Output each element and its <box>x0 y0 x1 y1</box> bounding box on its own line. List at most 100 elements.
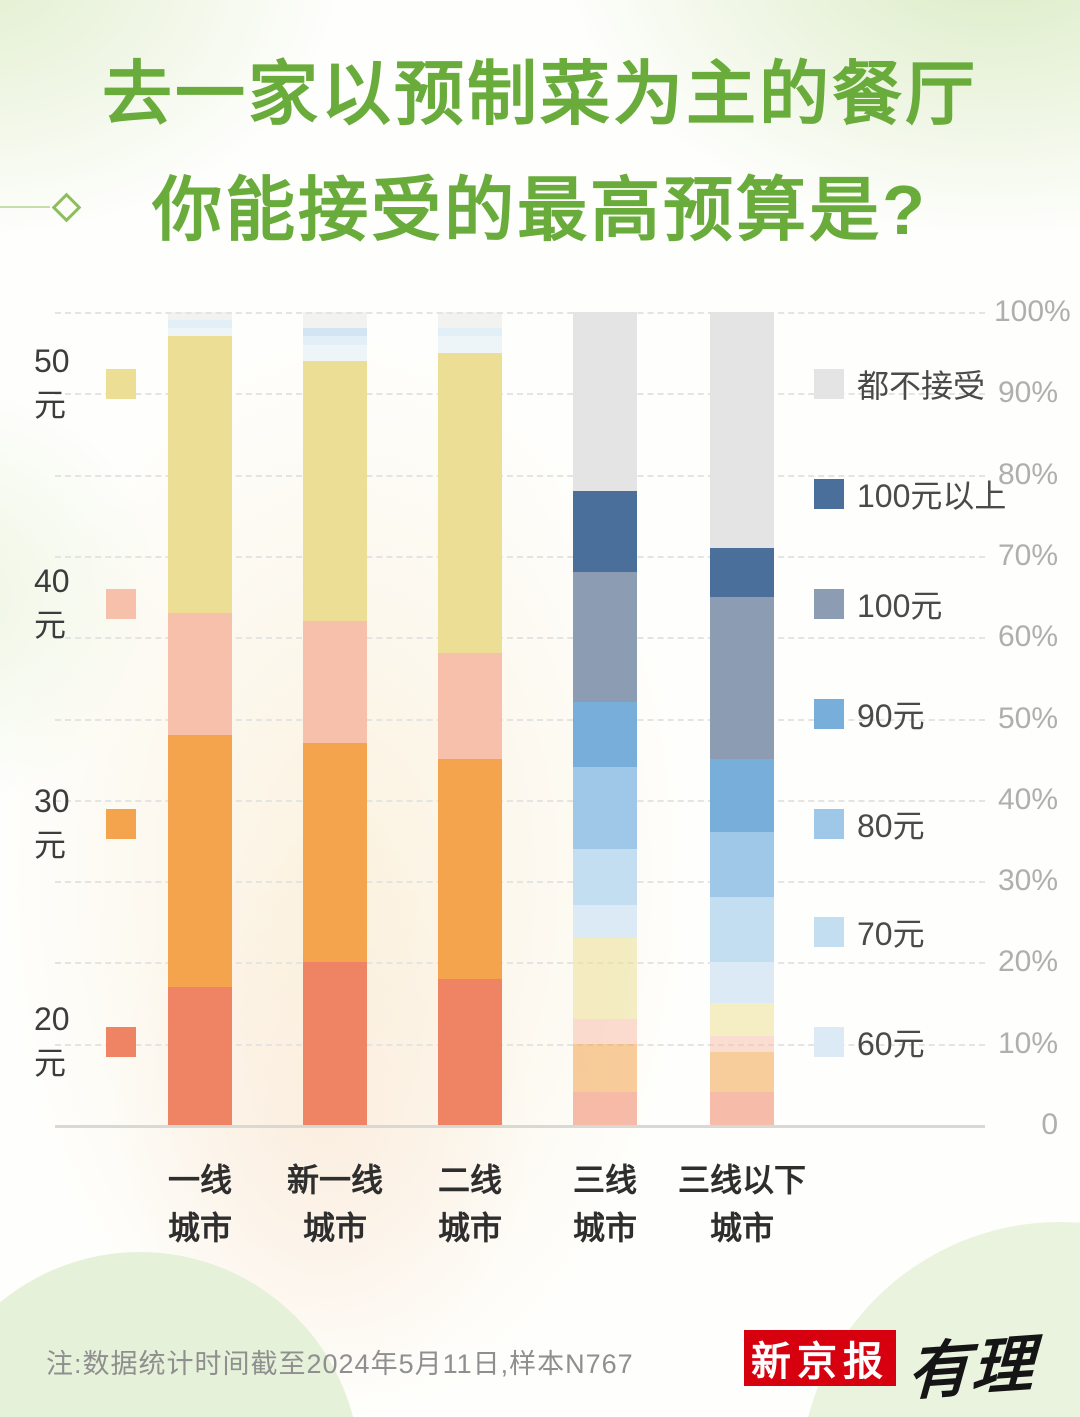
legend-swatch <box>106 809 136 839</box>
grid-line-50 <box>55 718 985 721</box>
y-axis-label: 20% <box>997 945 1058 979</box>
bar-segment <box>438 759 502 979</box>
bar-segment <box>710 1051 774 1093</box>
bar-segment <box>438 978 502 1125</box>
bar-segment <box>573 1043 637 1093</box>
legend-item-left: 40元 <box>34 563 136 643</box>
grid-line-10 <box>55 1043 985 1046</box>
bar-segment <box>710 832 774 898</box>
bar-segment <box>573 312 637 491</box>
legend-label: 60元 <box>857 1026 925 1062</box>
legend-item-right: 都不接受 <box>814 368 985 404</box>
x-axis-label: 三线以下 城市 <box>677 1162 806 1246</box>
bar-segment <box>573 767 637 849</box>
bar-segment <box>168 312 232 321</box>
bar-segment <box>168 320 232 329</box>
bar-segment <box>710 312 774 548</box>
bar-segment <box>303 742 367 963</box>
legend-label: 100元 <box>857 588 943 624</box>
legend-label: 80元 <box>857 808 925 844</box>
title-line-2: 你能接受的最高预算是? <box>152 171 928 249</box>
bar-segment <box>438 312 502 329</box>
bar-segment <box>303 336 367 345</box>
y-axis-label: 100% <box>994 295 1071 328</box>
bar-segment <box>438 653 502 760</box>
y-axis-label: 90% <box>997 376 1058 410</box>
legend-swatch <box>106 1027 136 1057</box>
bar-segment <box>573 938 637 1020</box>
legend-label: 70元 <box>857 916 925 952</box>
y-axis-label: 70% <box>997 538 1058 572</box>
youlishu-logo: 有理数 <box>906 1329 1037 1409</box>
y-axis-label: 10% <box>997 1026 1058 1060</box>
bar-segment <box>168 612 232 735</box>
legend-label: 30元 <box>34 782 70 863</box>
legend-item-left: 20元 <box>34 1001 136 1081</box>
grid-line-70 <box>55 555 985 558</box>
legend-item-left: 50元 <box>34 343 136 423</box>
bar-segment <box>303 344 367 361</box>
y-axis-label: 0 <box>1041 1108 1058 1141</box>
bar-segment <box>438 328 502 337</box>
legend-item-right: 70元 <box>814 916 925 952</box>
bar-segment <box>168 986 232 1125</box>
title-line-1: 去一家以预制菜为主的餐厅 <box>102 55 978 133</box>
bar-segment <box>438 352 502 654</box>
bar-segment <box>303 360 367 621</box>
legend-label: 100元以上 <box>857 478 1007 514</box>
bar-segment <box>168 328 232 337</box>
bar-segment <box>168 336 232 613</box>
y-axis-label: 60% <box>997 620 1058 654</box>
grid-line-30 <box>55 881 985 884</box>
legend-item-right: 60元 <box>814 1026 925 1062</box>
legend-item-right: 90元 <box>814 698 925 734</box>
bar-segment <box>573 1019 637 1044</box>
xinjingbao-logo: 新京报 <box>744 1330 896 1386</box>
legend-label: 50元 <box>34 342 70 423</box>
legend-item-right: 100元 <box>814 588 942 624</box>
legend-item-right: 80元 <box>814 808 925 844</box>
legend-label: 都不接受 <box>857 368 986 404</box>
bar-segment <box>303 312 367 329</box>
legend-swatch <box>814 917 844 947</box>
bar-segment <box>710 1003 774 1036</box>
legend-swatch <box>814 809 844 839</box>
x-axis-label: 二线 城市 <box>437 1162 502 1246</box>
legend-swatch <box>106 369 136 399</box>
bar-segment <box>573 905 637 938</box>
legend-label: 90元 <box>857 698 925 734</box>
legend-swatch <box>814 589 844 619</box>
decorative-line <box>0 206 50 208</box>
bar-segment <box>303 328 367 337</box>
bar-segment <box>438 336 502 353</box>
bar-segment <box>710 596 774 760</box>
grid-line-20 <box>55 962 985 965</box>
bar-segment <box>573 848 637 906</box>
bar-segment <box>303 620 367 743</box>
grid-line-80 <box>55 474 985 477</box>
bar-segment <box>710 547 774 597</box>
bar-segment <box>573 702 637 768</box>
x-axis-label: 新一线 城市 <box>286 1162 383 1246</box>
bar-segment <box>710 962 774 1004</box>
y-axis-label: 80% <box>997 457 1058 491</box>
grid-line-40 <box>55 799 985 802</box>
legend-item-right: 100元以上 <box>814 478 1006 514</box>
legend-swatch <box>106 589 136 619</box>
legend-swatch <box>814 369 844 399</box>
bar-segment <box>168 734 232 987</box>
y-axis-label: 40% <box>997 782 1058 816</box>
x-axis-label: 三线 城市 <box>572 1162 637 1246</box>
bar-segment <box>710 1092 774 1125</box>
grid-line-60 <box>55 637 985 640</box>
legend-label: 20元 <box>34 1000 70 1081</box>
grid-line-0 <box>55 1125 985 1128</box>
bar-segment <box>710 897 774 963</box>
y-axis-label: 50% <box>997 701 1058 735</box>
poster-title: 去一家以预制菜为主的餐厅 你能接受的最高预算是? <box>0 36 1080 268</box>
bar-segment <box>573 490 637 573</box>
grid-line-100 <box>55 312 985 314</box>
footnote: 注:数据统计时间截至2024年5月11日,样本N767 <box>46 1349 634 1379</box>
legend-item-left: 30元 <box>34 783 136 863</box>
